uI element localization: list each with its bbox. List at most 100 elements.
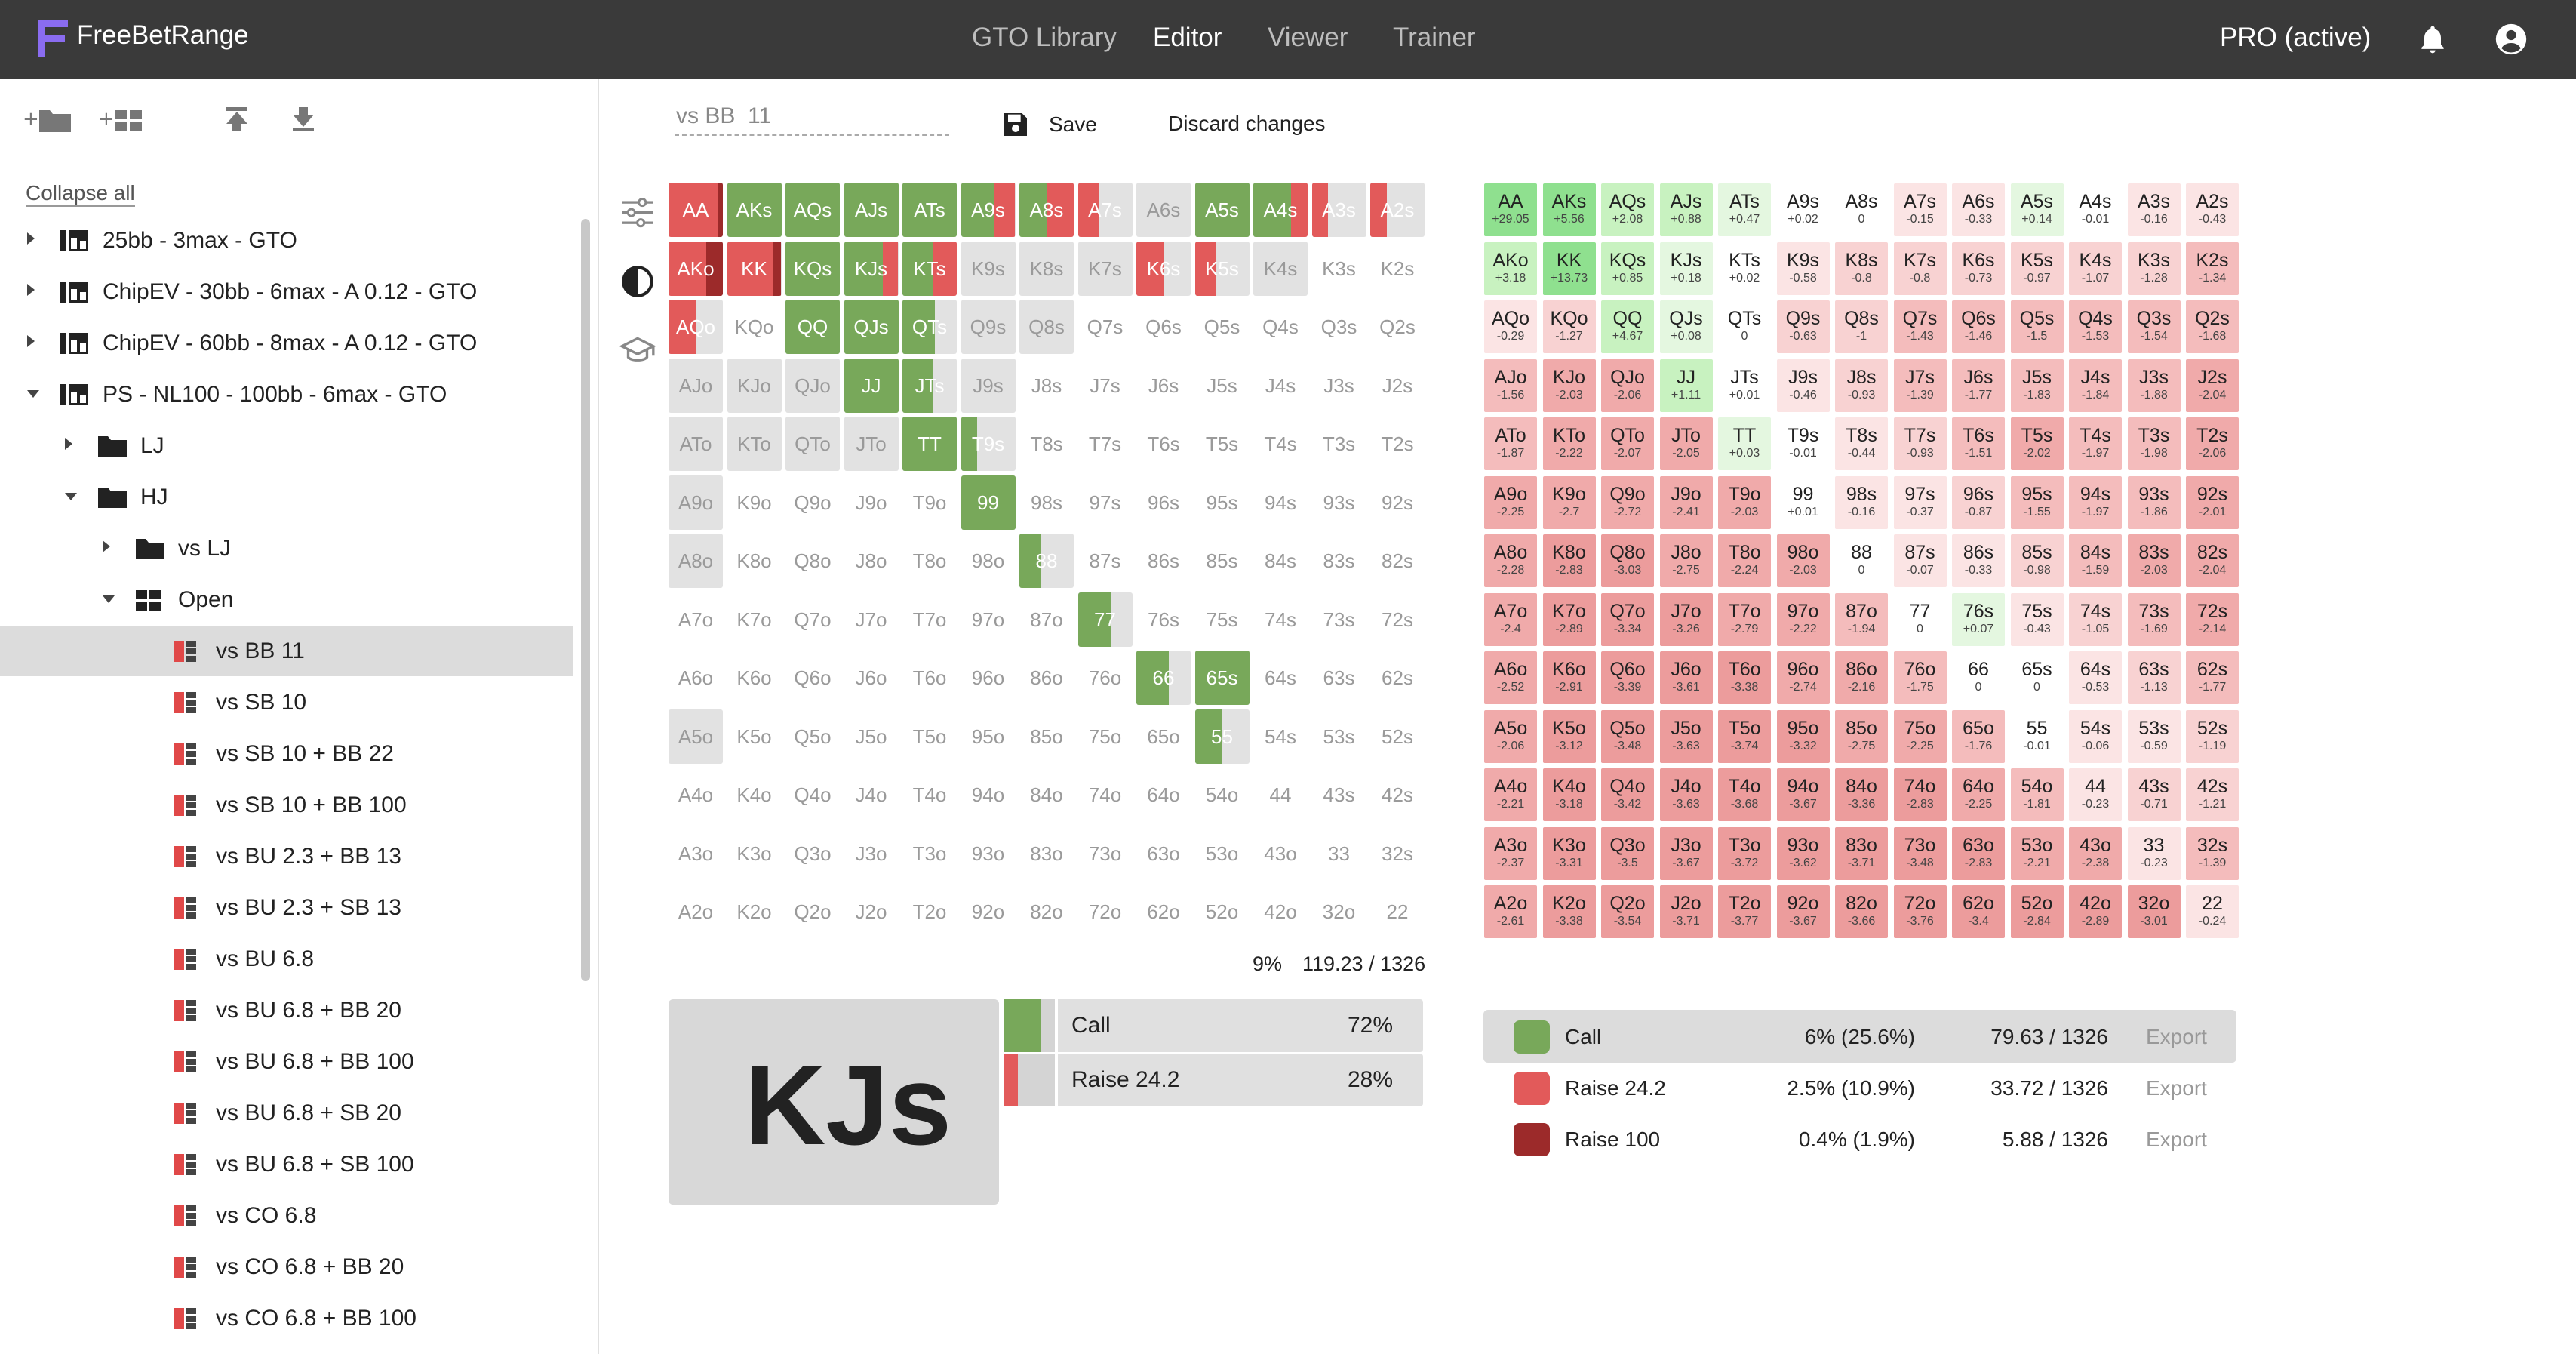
ev-cell[interactable]: T2o -3.77	[1717, 885, 1772, 939]
ev-cell[interactable]: QTs 0	[1717, 300, 1772, 354]
ev-cell[interactable]: JTo -2.05	[1658, 417, 1714, 471]
ev-cell[interactable]: T6s -1.51	[1951, 417, 2006, 471]
ev-cell[interactable]: 93s -1.86	[2126, 475, 2181, 530]
ev-cell[interactable]: 65s 0	[2009, 651, 2064, 705]
tree-item[interactable]: 25bb - 3max - GTO	[0, 216, 573, 266]
ev-cell[interactable]: A7s -0.15	[1892, 183, 1947, 237]
nav-editor[interactable]: Editor	[1153, 23, 1222, 52]
brand-name[interactable]: FreeBetRange	[77, 20, 249, 50]
ev-cell[interactable]: K6s -0.73	[1951, 241, 2006, 296]
ev-cell[interactable]: A9s +0.02	[1775, 183, 1831, 237]
ev-cell[interactable]: J3s -1.88	[2126, 358, 2181, 413]
range-cell[interactable]: T7o	[902, 592, 957, 647]
ev-cell[interactable]: Q6s -1.46	[1951, 300, 2006, 354]
ev-cell[interactable]: Q3s -1.54	[2126, 300, 2181, 354]
ev-cell[interactable]: 95o -3.32	[1775, 709, 1831, 764]
range-cell[interactable]: J2s	[1370, 359, 1425, 413]
range-cell[interactable]: 87s	[1078, 534, 1133, 588]
range-cell[interactable]: Q8s	[1019, 300, 1074, 354]
tree-item[interactable]: LJ	[0, 421, 573, 471]
range-cell[interactable]: Q4o	[785, 768, 840, 822]
range-cell[interactable]: 73s	[1312, 592, 1366, 647]
range-cell[interactable]: 76s	[1136, 592, 1191, 647]
ev-cell[interactable]: Q8o -3.03	[1600, 534, 1655, 588]
range-cell[interactable]: JTs	[902, 358, 957, 413]
range-cell[interactable]: QJs	[844, 300, 899, 354]
ev-cell[interactable]: 77 0	[1892, 592, 1947, 647]
range-cell[interactable]: J9s	[961, 358, 1016, 413]
range-cell[interactable]: 92o	[961, 885, 1016, 939]
range-cell[interactable]: Q7o	[785, 592, 840, 647]
ev-cell[interactable]: 84s -1.59	[2068, 534, 2123, 588]
range-cell[interactable]: 52s	[1370, 709, 1425, 764]
tree-item[interactable]: HJ	[0, 472, 573, 522]
range-cell[interactable]: 92s	[1370, 475, 1425, 530]
legend-row-call[interactable]: Call 6% (25.6%) 79.63 / 1326 Export	[1483, 1010, 2236, 1063]
range-cell[interactable]: J4o	[844, 768, 899, 822]
ev-cell[interactable]: 92s -2.01	[2185, 475, 2239, 530]
ev-cell[interactable]: K6o -2.91	[1542, 651, 1597, 705]
ev-cell[interactable]: J2s -2.04	[2185, 358, 2239, 413]
tree-item[interactable]: vs SB 10	[0, 678, 573, 728]
ev-cell[interactable]: A8s 0	[1834, 183, 1889, 237]
ev-cell[interactable]: 44 -0.23	[2068, 768, 2123, 822]
range-cell[interactable]: 62o	[1136, 885, 1191, 939]
range-cell[interactable]: 82s	[1370, 534, 1425, 588]
ev-cell[interactable]: KQs +0.85	[1600, 241, 1655, 296]
range-cell[interactable]: ATo	[669, 417, 723, 471]
ev-cell[interactable]: T8o -2.24	[1717, 534, 1772, 588]
ev-cell[interactable]: 96o -2.74	[1775, 651, 1831, 705]
range-cell[interactable]: T2s	[1370, 417, 1425, 471]
range-cell[interactable]: Q5o	[785, 709, 840, 764]
range-cell[interactable]: K7s	[1077, 241, 1133, 296]
range-cell[interactable]: Q3o	[785, 826, 840, 881]
ev-cell[interactable]: 63s -1.13	[2126, 651, 2181, 705]
nav-trainer[interactable]: Trainer	[1393, 23, 1476, 52]
range-cell[interactable]: Q6o	[785, 651, 840, 705]
ev-cell[interactable]: T3o -3.72	[1717, 826, 1772, 881]
range-cell[interactable]: 52o	[1195, 885, 1250, 939]
range-cell[interactable]: 95o	[961, 709, 1016, 764]
ev-cell[interactable]: T4o -3.68	[1717, 768, 1772, 822]
action-row-raise[interactable]: Raise 24.2 28%	[1004, 1054, 1423, 1106]
range-cell[interactable]: Q5s	[1195, 300, 1250, 354]
ev-cell[interactable]: Q2s -1.68	[2185, 300, 2239, 354]
ev-cell[interactable]: T5o -3.74	[1717, 709, 1772, 764]
range-cell[interactable]: A4o	[669, 768, 723, 822]
range-cell[interactable]: 44	[1253, 768, 1308, 822]
legend-row-raise-allin[interactable]: Raise 100 0.4% (1.9%) 5.88 / 1326 Export	[1483, 1112, 2236, 1165]
ev-cell[interactable]: 74s -1.05	[2068, 592, 2123, 647]
range-cell[interactable]: AJo	[669, 358, 723, 413]
ev-cell[interactable]: A8o -2.28	[1483, 534, 1538, 588]
ev-cell[interactable]: T2s -2.06	[2185, 417, 2239, 471]
range-cell[interactable]: K8o	[727, 534, 782, 588]
ev-cell[interactable]: Q7s -1.43	[1892, 300, 1947, 354]
range-cell[interactable]: KJo	[727, 358, 782, 413]
range-cell[interactable]: T5s	[1195, 417, 1250, 471]
ev-cell[interactable]: J3o -3.67	[1658, 826, 1714, 881]
ev-cell[interactable]: 42o -2.89	[2068, 885, 2123, 939]
range-cell[interactable]: 43o	[1253, 826, 1308, 881]
ev-cell[interactable]: T9o -2.03	[1717, 475, 1772, 530]
range-cell[interactable]: J6o	[844, 651, 899, 705]
logo-icon[interactable]	[38, 20, 68, 57]
ev-cell[interactable]: 95s -1.55	[2009, 475, 2064, 530]
range-cell[interactable]: 43s	[1312, 768, 1366, 822]
legend-swatch[interactable]	[1514, 1072, 1550, 1105]
range-cell[interactable]: J8s	[1019, 359, 1074, 413]
range-cell[interactable]: K4s	[1253, 241, 1308, 296]
range-cell[interactable]: 96o	[961, 651, 1016, 705]
ev-cell[interactable]: K8s -0.8	[1834, 241, 1889, 296]
ev-cell[interactable]: 52o -2.84	[2009, 885, 2064, 939]
caret-right-icon[interactable]	[65, 438, 72, 450]
tree-item[interactable]: vs BU 6.8 + BB 100	[0, 1037, 573, 1087]
range-cell[interactable]: 85s	[1195, 534, 1250, 588]
range-cell[interactable]: 83s	[1312, 534, 1366, 588]
range-cell[interactable]: 74s	[1253, 592, 1308, 647]
range-cell[interactable]: 86o	[1019, 651, 1074, 705]
range-cell[interactable]: T4o	[902, 768, 957, 822]
ev-cell[interactable]: KJo -2.03	[1542, 358, 1597, 413]
ev-cell[interactable]: J7o -3.26	[1658, 592, 1714, 647]
tree-item[interactable]: ChipEV - 60bb - 8max - A 0.12 - GTO	[0, 318, 573, 368]
ev-cell[interactable]: 43s -0.71	[2126, 768, 2181, 822]
